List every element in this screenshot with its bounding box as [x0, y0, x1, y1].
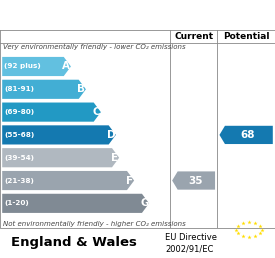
- Text: Very environmentally friendly - lower CO₂ emissions: Very environmentally friendly - lower CO…: [3, 44, 185, 50]
- Text: (69-80): (69-80): [4, 109, 35, 115]
- Text: (1-20): (1-20): [4, 200, 29, 206]
- Text: (21-38): (21-38): [4, 178, 34, 183]
- Polygon shape: [2, 171, 134, 190]
- Text: E: E: [111, 153, 118, 163]
- Text: B: B: [77, 84, 85, 94]
- Polygon shape: [2, 148, 119, 167]
- Text: Current: Current: [174, 32, 213, 41]
- Text: C: C: [92, 107, 100, 117]
- Text: G: G: [140, 198, 149, 208]
- Text: (92 plus): (92 plus): [4, 63, 41, 69]
- Text: D: D: [107, 130, 116, 140]
- Text: (81-91): (81-91): [4, 86, 34, 92]
- Text: F: F: [126, 175, 133, 186]
- Text: Environmental Impact (CO₂) Rating: Environmental Impact (CO₂) Rating: [6, 8, 269, 21]
- Polygon shape: [219, 126, 273, 144]
- Polygon shape: [172, 171, 215, 190]
- Text: 2002/91/EC: 2002/91/EC: [165, 244, 213, 253]
- Text: 35: 35: [188, 175, 202, 186]
- Text: (55-68): (55-68): [4, 132, 35, 138]
- Text: England & Wales: England & Wales: [11, 236, 137, 249]
- Polygon shape: [2, 102, 101, 122]
- Text: A: A: [62, 61, 70, 71]
- Text: Potential: Potential: [223, 32, 270, 41]
- Polygon shape: [2, 57, 71, 76]
- Polygon shape: [2, 194, 149, 213]
- Polygon shape: [2, 80, 86, 99]
- Text: EU Directive: EU Directive: [165, 233, 217, 242]
- Text: 68: 68: [241, 130, 255, 140]
- Polygon shape: [2, 125, 116, 144]
- Text: Not environmentally friendly - higher CO₂ emissions: Not environmentally friendly - higher CO…: [3, 221, 186, 227]
- Text: (39-54): (39-54): [4, 155, 34, 161]
